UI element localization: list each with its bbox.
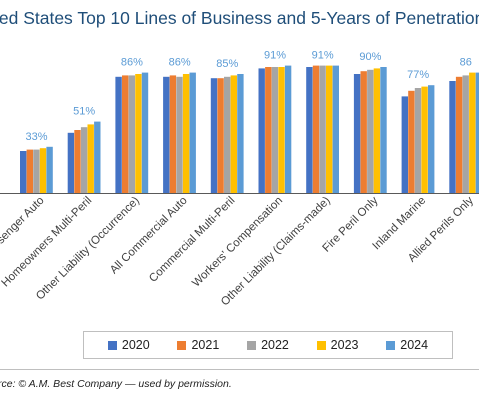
legend-label-2021: 2021	[191, 338, 220, 352]
legend-swatch-2024	[386, 340, 396, 350]
bar-2020-6	[306, 67, 313, 193]
bar-2020-9	[449, 81, 456, 193]
bar-2023-4	[230, 75, 237, 193]
chart-frame	[0, 0, 479, 370]
legend-swatch-2020	[107, 340, 117, 350]
source-note: rce: © A.M. Best Company — used by permi…	[0, 378, 232, 390]
data-label-0: 33%	[25, 131, 47, 143]
bar-2023-2	[135, 74, 142, 193]
bar-2024-1	[94, 121, 101, 193]
data-label-1: 51%	[73, 106, 95, 118]
chart-title: ted States Top 10 Lines of Business and …	[0, 8, 479, 28]
category-label-4: Commercial Multi-Peril	[147, 195, 237, 285]
bar-2024-8	[428, 85, 435, 193]
bar-2021-2	[122, 75, 129, 193]
legend-label-2022: 2022	[261, 338, 289, 352]
bar-2024-5	[284, 65, 292, 193]
bar-2024-6	[332, 65, 339, 193]
bar-2024-3	[189, 72, 196, 193]
legend-item-2024: 2024	[386, 338, 428, 352]
bar-2022-0	[33, 149, 40, 193]
bar-2020-7	[353, 74, 361, 193]
legend-swatch-2023	[316, 340, 326, 350]
bar-2024-7	[380, 67, 387, 193]
legend-label-2023: 2023	[330, 338, 359, 352]
bar-2022-3	[176, 76, 183, 193]
legend-item-2022: 2022	[247, 338, 289, 352]
bar-2021-8	[408, 90, 415, 193]
bar-2021-4	[217, 78, 224, 193]
bar-2023-3	[182, 74, 190, 193]
legend-label-2024: 2024	[400, 338, 429, 352]
bar-2022-7	[367, 69, 374, 193]
bar-2023-0	[39, 148, 47, 193]
bar-2023-6	[326, 65, 333, 193]
bar-2021-0	[26, 149, 33, 193]
legend-label-2020: 2020	[121, 338, 150, 352]
bar-2024-0	[46, 146, 53, 193]
bar-2023-9	[469, 72, 476, 193]
bar-2022-4	[224, 76, 231, 193]
bar-2023-1	[87, 124, 94, 193]
legend-item-2021: 2021	[177, 338, 219, 352]
bar-2023-5	[278, 67, 285, 193]
data-label-4: 85%	[216, 58, 238, 70]
bar-2022-6	[319, 65, 326, 193]
bar-2020-2	[115, 76, 122, 193]
legend-item-2020: 2020	[107, 338, 150, 352]
data-label-8: 77%	[407, 69, 429, 81]
bar-2020-5	[258, 68, 265, 193]
bar-2023-7	[373, 68, 381, 193]
data-label-2: 86%	[121, 57, 143, 69]
bar-2023-8	[421, 86, 428, 193]
bar-2024-9	[475, 72, 479, 193]
bar-2022-1	[80, 127, 88, 193]
legend: 2020 2021 2022 2023 2024	[83, 331, 453, 359]
data-label-3: 86%	[169, 57, 191, 69]
bar-2020-0	[20, 151, 27, 193]
bar-2021-6	[312, 65, 320, 193]
bar-2022-2	[128, 75, 135, 193]
legend-swatch-2021	[177, 340, 187, 350]
data-label-5: 91%	[264, 50, 286, 62]
bar-2020-4	[210, 78, 218, 193]
bar-2022-5	[271, 67, 279, 193]
data-label-7: 90%	[359, 51, 381, 63]
category-label-2: Other Liability (Occurrence)	[34, 195, 142, 303]
bar-2021-7	[360, 71, 367, 193]
bar-2024-2	[141, 72, 149, 193]
bar-2021-9	[455, 76, 463, 193]
legend-swatch-2022	[247, 340, 257, 350]
legend-item-2023: 2023	[316, 338, 359, 352]
bar-2021-5	[265, 67, 272, 193]
bar-2020-3	[163, 76, 170, 193]
bar-2020-1	[67, 132, 75, 193]
bar-2021-1	[74, 130, 81, 193]
bar-2022-8	[414, 88, 422, 193]
bar-2022-9	[462, 75, 469, 193]
bar-2020-8	[401, 96, 408, 193]
bar-2024-4	[237, 74, 244, 193]
category-label-5: Workers' Compensation	[190, 195, 285, 290]
category-label-1: Homeowners Multi-Peril	[0, 195, 94, 290]
data-label-9: 86	[460, 57, 472, 69]
data-label-6: 91%	[312, 50, 334, 62]
bar-2021-3	[169, 75, 177, 193]
